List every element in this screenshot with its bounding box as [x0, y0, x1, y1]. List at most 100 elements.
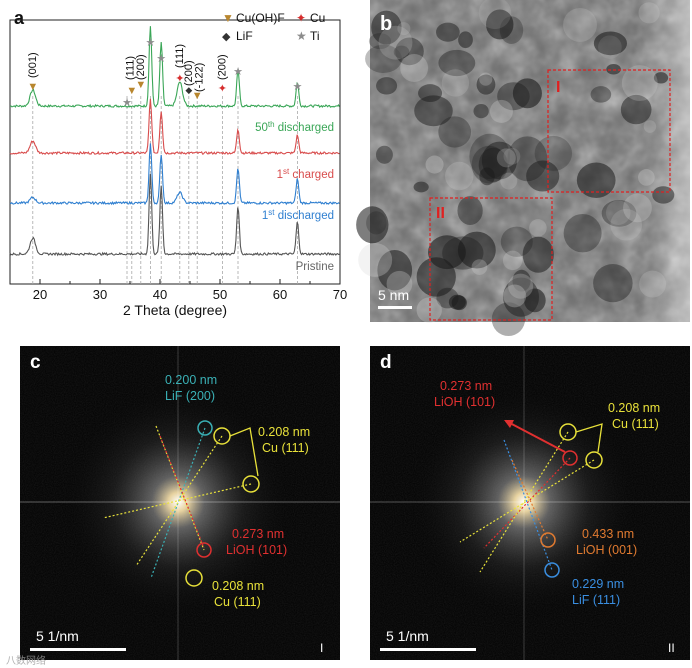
trace-Pristine	[9, 173, 340, 257]
tem-particle	[414, 95, 453, 127]
peak-guide-lines	[32, 96, 298, 284]
lioh-101-dist: 0.273 nm	[440, 379, 492, 393]
scale-bar	[30, 648, 126, 651]
legend: ▼ Cu(OH)F ✦ Cu ◆ LiF ★ Ti	[222, 11, 325, 43]
x-tick-label: 60	[273, 287, 287, 302]
scale-bar-label: 5 1/nm	[36, 628, 79, 644]
lif-111-dist: 0.229 nm	[572, 577, 624, 591]
cu-bracket	[229, 427, 259, 477]
tem-particle	[601, 199, 637, 227]
cu-111-dist: 0.208 nm	[608, 401, 660, 415]
miller-label: (001)	[27, 52, 39, 78]
tem-bright-spot	[400, 54, 429, 82]
tem-bright-spot	[425, 155, 444, 174]
panel-label: c	[30, 352, 41, 373]
legend-cuohf-symbol: ▼	[222, 11, 234, 25]
tem-particle	[606, 64, 621, 75]
tem-particle	[593, 264, 633, 303]
cu-111-line-b	[102, 483, 252, 519]
legend-cu-symbol: ✦	[296, 11, 306, 25]
cu-spot-circle-2	[242, 475, 260, 493]
region-I-label: I	[556, 79, 560, 96]
tem-bright-spot	[503, 147, 521, 165]
tem-bright-spot	[397, 22, 411, 36]
lioh-arrow	[507, 421, 566, 453]
tem-particle	[365, 44, 402, 74]
tem-particle	[590, 86, 612, 103]
lioh-001-dist: 0.433 nm	[582, 527, 634, 541]
tem-bright-spot	[489, 99, 513, 123]
chart-axes	[9, 19, 341, 285]
lioh-spot-circle	[196, 542, 212, 558]
miller-label: (200)	[135, 54, 147, 80]
scale-bar	[378, 306, 412, 309]
tem-particle	[457, 196, 483, 226]
tem-particle	[652, 186, 675, 204]
panel-c: c 0.200 nm LiF (200) 0.208 nm Cu (111) 0…	[20, 346, 340, 660]
lif-111-circle	[544, 562, 560, 578]
scale-bar-label: 5 nm	[378, 287, 409, 303]
tem-particle	[481, 141, 518, 180]
cu-111-line-a	[479, 431, 569, 573]
panel-label: b	[380, 13, 392, 35]
tem-bright-spot	[500, 172, 518, 190]
lif-200-dist: 0.200 nm	[165, 373, 217, 387]
x-tick-label: 30	[93, 287, 107, 302]
panel-b: b I II 5 nm	[356, 0, 690, 337]
tem-particle	[371, 10, 402, 45]
peak-miller-labels: (001) (111)(200) (111)(200)(-122) (200)	[27, 44, 229, 92]
scale-bar-label: 5 1/nm	[386, 628, 429, 644]
tem-particle	[512, 78, 542, 109]
cu-111-label-top: Cu (111)	[262, 441, 309, 455]
tem-particle	[486, 9, 514, 40]
x-axis-label: 2 Theta (degree)	[123, 302, 227, 318]
legend-lif-label: LiF	[236, 29, 253, 43]
tem-particle	[377, 249, 413, 291]
marker-Ti: ★	[292, 81, 302, 93]
watermark: 八数网络	[6, 654, 46, 667]
tem-bright-spot	[445, 161, 474, 191]
x-ticks: 20 30 40 50 60 70	[9, 279, 347, 302]
tem-particle	[393, 45, 410, 59]
marker-CuOHF: ▼	[135, 79, 146, 91]
tem-particle	[418, 84, 443, 103]
legend-ti-symbol: ★	[296, 29, 307, 43]
legend-ti-label: Ti	[310, 29, 320, 43]
lioh-101-line	[159, 435, 205, 549]
lioh-001-line	[511, 459, 549, 541]
marker-Cu: ✦	[175, 73, 184, 85]
trace-label-pristine: Pristine	[296, 261, 334, 273]
tem-particle	[366, 211, 387, 235]
tem-particle	[653, 72, 669, 84]
marker-CuOHF: ▼	[27, 81, 38, 93]
tem-particle	[458, 31, 473, 49]
lif-200-line	[150, 427, 206, 579]
tem-particle	[491, 302, 526, 337]
tem-particle	[375, 145, 393, 164]
trace-label-1st-discharged: 1st discharged	[262, 208, 334, 222]
marker-CuOHF: ▼	[192, 90, 203, 102]
x-tick-label: 70	[333, 287, 347, 302]
x-tick-label: 20	[33, 287, 47, 302]
tem-particle	[576, 162, 616, 198]
tem-bright-spot	[563, 7, 597, 42]
lioh-101-dist: 0.273 nm	[232, 527, 284, 541]
marker-LiF: ◆	[185, 85, 192, 95]
cu-spot-circle-3	[185, 569, 203, 587]
marker-Ti: ★	[145, 37, 155, 49]
tem-particle	[436, 22, 460, 42]
tem-particle	[395, 37, 424, 66]
tem-bright-spot	[358, 242, 393, 277]
legend-lif-symbol: ◆	[222, 31, 231, 43]
tem-bright-spot	[605, 200, 631, 225]
lioh-101-line	[483, 457, 571, 549]
lioh-101-label: LiOH (101)	[226, 543, 287, 557]
lioh-001-circle	[540, 532, 556, 548]
tem-particle	[523, 288, 546, 313]
marker-Ti: ★	[233, 66, 243, 78]
miller-label: (111)	[174, 44, 186, 68]
miller-label: (200)	[216, 54, 228, 80]
trace-label-1st-charged: 1st charged	[277, 167, 334, 181]
tem-bright-spot	[416, 297, 442, 323]
